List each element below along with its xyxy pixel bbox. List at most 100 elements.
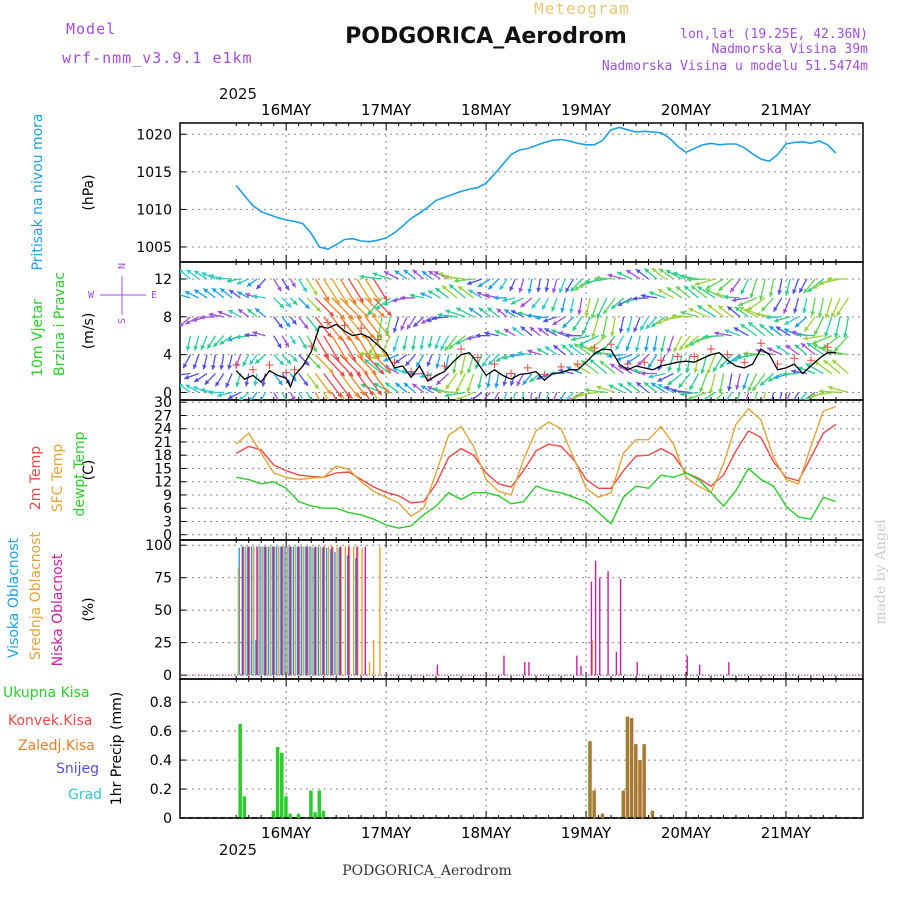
wind-side-label-2: Brzina i Pravac xyxy=(52,272,68,376)
y-tick-label: 100 xyxy=(145,538,172,554)
compass-north: N xyxy=(117,263,128,269)
wind-arrow-head xyxy=(312,404,316,409)
wind-arrow-head xyxy=(211,365,216,370)
wind-arrow-head xyxy=(818,313,823,318)
day-label-top: 18MAY xyxy=(461,101,512,119)
wind-arrow-head xyxy=(435,364,440,369)
footer-station: PODGORICA_Aerodrom xyxy=(342,863,512,879)
wind-arrow-head xyxy=(569,309,574,314)
total-precip-bar xyxy=(318,790,322,818)
wind-arrow-head xyxy=(551,401,555,406)
y-tick-label: 75 xyxy=(154,571,172,587)
wind-arrow-head xyxy=(261,382,266,387)
wind-arrow-head xyxy=(733,403,737,408)
wind-arrow xyxy=(274,392,281,405)
wind-arrow xyxy=(324,392,339,418)
wind-arrow-head xyxy=(245,382,250,387)
wind-gust-marker xyxy=(457,345,465,353)
day-label-bottom: 18MAY xyxy=(461,824,512,842)
wind-gust-marker xyxy=(557,363,565,371)
wind-gust-marker xyxy=(390,358,398,366)
wind-gust-marker xyxy=(707,345,715,353)
wind-arrow xyxy=(365,392,379,416)
meteogram-label: Meteogram xyxy=(534,0,630,18)
wind-arrow xyxy=(491,392,498,405)
day-label-top: 21MAY xyxy=(761,101,812,119)
wind-arrow-head xyxy=(459,371,464,376)
wind-arrow-head xyxy=(693,368,698,373)
cloud-side-label-1: Visoka Oblacnost xyxy=(6,537,22,658)
wind-arrow xyxy=(512,392,515,405)
wind-arrow-head xyxy=(528,402,533,407)
total-precip-bar xyxy=(280,753,284,818)
wind-gust-marker xyxy=(757,339,765,347)
wind-arrow xyxy=(557,392,565,405)
y-tick-label: 8 xyxy=(163,310,172,326)
wind-arrow-head xyxy=(175,372,180,377)
pressure-side-label: Pritisak na nivou mora xyxy=(30,113,46,270)
precip-side-label-1: Ukupna Kisa xyxy=(3,685,90,701)
wind-arrow-head xyxy=(783,403,787,408)
pressure-line xyxy=(236,128,836,250)
y-tick-label: 25 xyxy=(154,636,172,652)
wind-arrow xyxy=(770,392,774,410)
wind-arrow-head xyxy=(494,383,499,388)
wind-arrow xyxy=(175,374,190,376)
wind-arrow-head xyxy=(536,401,541,406)
y-unit-label: (%) xyxy=(81,597,97,621)
day-label-top: 20MAY xyxy=(661,101,712,119)
wind-arrow xyxy=(324,355,345,377)
precip-side-label-2: Konvek.Kisa xyxy=(8,713,92,729)
y-tick-label: 1015 xyxy=(136,165,172,181)
station-title: PODGORICA_Aerodrom xyxy=(345,24,627,49)
y-tick-label: 12 xyxy=(154,272,172,288)
elevation-label: Nadmorska Visina 39m xyxy=(711,42,868,57)
wind-arrow-head xyxy=(419,345,424,350)
wind-arrow-head xyxy=(494,295,498,300)
day-label-bottom: 17MAY xyxy=(361,824,412,842)
wind-gust-marker xyxy=(266,361,274,369)
wind-arrow xyxy=(357,392,371,416)
wind-arrow-head xyxy=(677,368,682,373)
y-unit-label: (m/s) xyxy=(81,313,97,350)
wind-arrow-head xyxy=(544,287,549,292)
precip-side-label-5: Grad xyxy=(68,787,102,803)
wind-arrow-head xyxy=(477,384,482,389)
y-tick-label: 1020 xyxy=(136,127,172,143)
wind-arrow-head xyxy=(760,409,765,414)
wind-arrow-head xyxy=(644,347,649,352)
y-tick-label: 0.8 xyxy=(150,695,172,711)
wind-gust-marker xyxy=(249,366,257,374)
wind-gust-marker xyxy=(790,354,798,362)
wind-arrow-head xyxy=(227,365,232,370)
wind-arrow xyxy=(537,392,540,405)
wind-arrow-head xyxy=(186,346,191,351)
sfc-temp-line xyxy=(236,407,836,517)
wind-arrow-head xyxy=(502,381,507,386)
wind-gust-marker xyxy=(640,358,648,366)
cloud-side-label-3: Niska Oblacnost xyxy=(50,553,66,666)
wind-arrow-head xyxy=(428,343,433,348)
wind-arrow-head xyxy=(648,374,653,379)
wind-arrow xyxy=(299,392,307,405)
total-precip-bar xyxy=(313,812,317,818)
precip-side-label-3: Zaledj.Kisa xyxy=(18,738,95,754)
wind-arrow-head xyxy=(635,347,640,352)
y-unit-label: 1hr Precip (mm) xyxy=(109,692,125,805)
wind-arrow xyxy=(551,392,557,405)
wind-arrow xyxy=(315,392,328,415)
y-tick-label: 30 xyxy=(154,395,172,411)
wind-arrow-head xyxy=(776,403,781,408)
panels: 1005101010151020(hPa)04812(m/s)036912151… xyxy=(81,123,863,827)
wind-arrow-head xyxy=(217,393,222,398)
wind-arrow xyxy=(545,392,549,405)
watermark: made by Angel xyxy=(873,519,889,625)
y-tick-label: 1005 xyxy=(136,240,172,256)
y-tick-label: 1010 xyxy=(136,202,172,218)
total-precip-bar xyxy=(272,811,276,818)
